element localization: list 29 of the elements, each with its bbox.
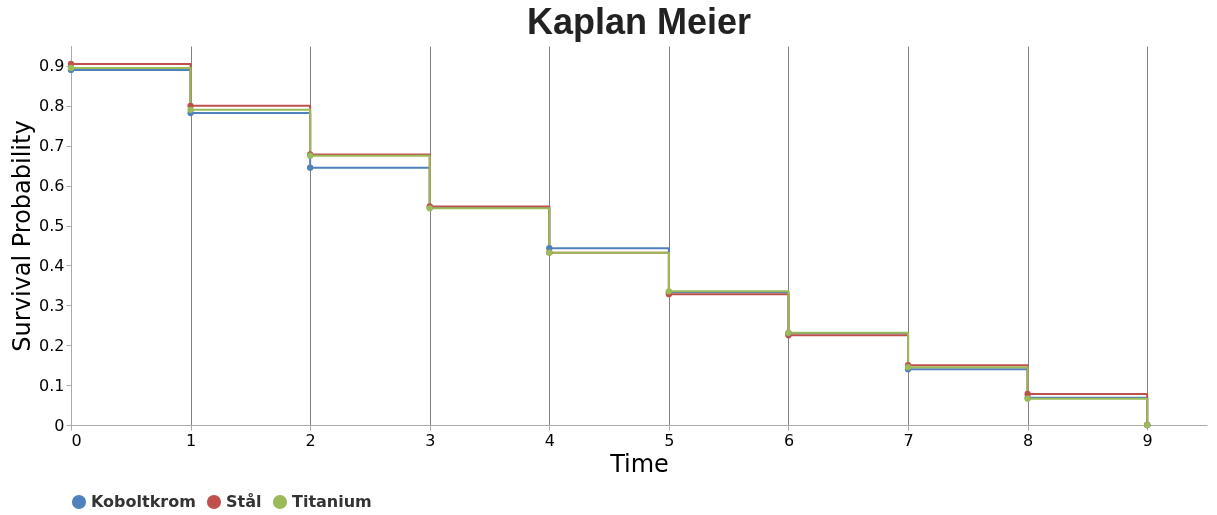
x-tick-label: 1 xyxy=(185,430,197,450)
y-tick-label: 0.1 xyxy=(39,375,65,395)
x-tick-label: 9 xyxy=(1142,430,1153,450)
legend-label: Koboltkrom xyxy=(91,492,196,511)
x-tick-label: 5 xyxy=(664,430,675,450)
y-tick-label: 0 xyxy=(54,415,65,435)
y-tick-label: 0.3 xyxy=(39,295,65,315)
y-tick-label: 0.4 xyxy=(39,255,65,275)
x-tick-label: 7 xyxy=(903,430,914,450)
point xyxy=(307,164,314,171)
point xyxy=(187,106,194,113)
y-tick-label: 0.5 xyxy=(39,216,65,236)
point xyxy=(1024,390,1031,398)
y-tick-label: 0.8 xyxy=(39,96,65,116)
x-tick-label: 3 xyxy=(425,430,436,450)
y-tick-label: 0.9 xyxy=(39,56,65,76)
x-tick-label: 8 xyxy=(1023,430,1034,450)
y-tick-label: 0.6 xyxy=(39,176,65,196)
x-tick-label: 4 xyxy=(544,430,555,450)
chart-title: Kaplan Meier xyxy=(526,1,752,42)
x-tick-label: 2 xyxy=(305,430,316,450)
x-tick-label: 6 xyxy=(783,430,795,450)
x-tick-label: 0 xyxy=(71,430,82,450)
y-axis-title: Survival Probability xyxy=(8,120,37,352)
legend-label: Stål xyxy=(226,492,262,511)
legend-label: Titanium xyxy=(292,492,372,511)
y-tick-label: 0.7 xyxy=(39,136,65,156)
x-axis-title: Time xyxy=(609,449,669,478)
y-tick-label: 0.2 xyxy=(39,335,65,355)
